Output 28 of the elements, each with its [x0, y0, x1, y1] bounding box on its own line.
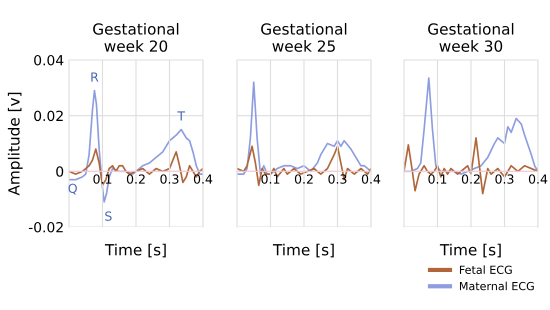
legend-label: Fetal ECG — [460, 265, 512, 274]
x-tick-label: 0.2 — [462, 174, 480, 184]
x-tick-label: 0.4 — [362, 174, 380, 184]
y-tick-label: 0 — [56, 166, 64, 177]
y-axis-title: Amplitude [v] — [8, 92, 23, 196]
x-axis-title: Time [s] — [272, 244, 334, 258]
x-axis-title: Time [s] — [104, 244, 166, 258]
x-tick-label: 0.3 — [495, 174, 514, 184]
x-tick-label: 0.3 — [328, 174, 346, 184]
x-tick-label: 0.1 — [261, 174, 280, 184]
x-tick-label: 0.2 — [126, 174, 145, 184]
y-tick-label: 0.04 — [34, 54, 64, 66]
annotation: R — [91, 72, 98, 82]
chart-title: Gestational week 20 — [93, 22, 178, 52]
y-tick-label: 0.02 — [34, 110, 63, 122]
x-tick-label: 0.1 — [428, 174, 446, 184]
legend-label: Maternal ECG — [460, 282, 534, 290]
y-tick-label: -0.02 — [28, 222, 63, 232]
chart-title: Gestational week 25 — [261, 22, 346, 52]
annotation: S — [105, 211, 112, 221]
x-tick-label: 0.2 — [294, 174, 313, 184]
annotation: T — [177, 111, 186, 121]
x-tick-label: 0.4 — [528, 174, 548, 184]
annotation: Q — [68, 184, 77, 194]
chart-title: Gestational week 30 — [428, 22, 514, 52]
x-tick-label: 0.3 — [160, 174, 178, 184]
x-axis-title: Time [s] — [440, 244, 501, 258]
x-tick-label: 0.4 — [194, 174, 212, 184]
